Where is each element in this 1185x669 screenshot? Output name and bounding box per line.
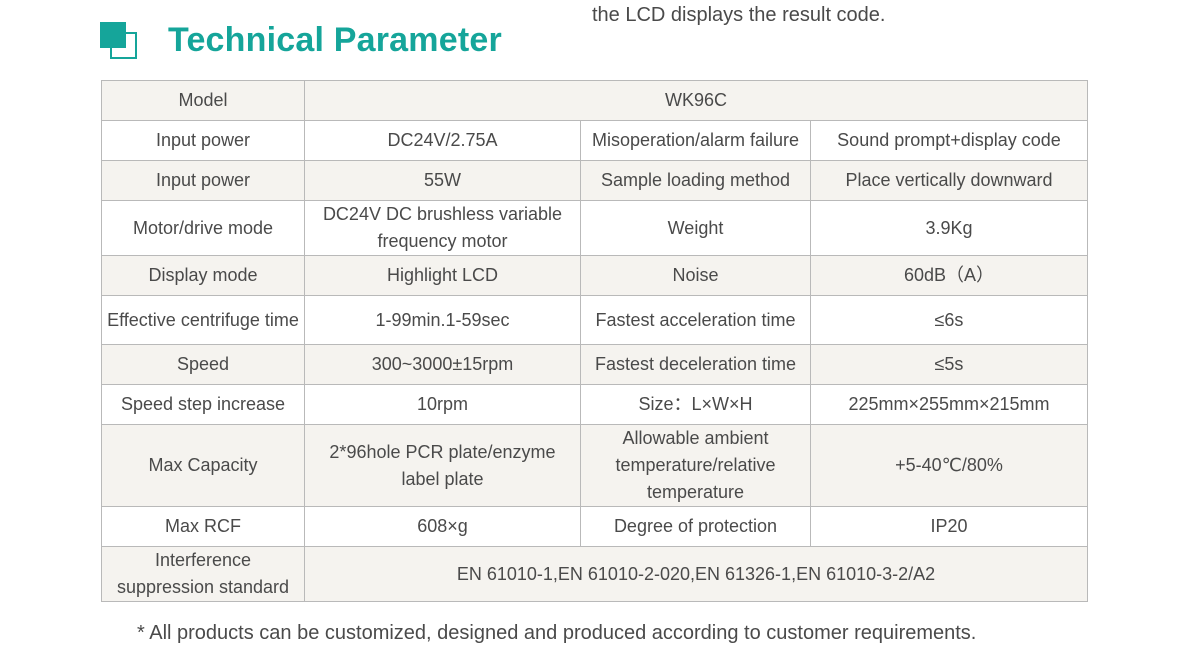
- table-cell: Input power: [101, 120, 305, 161]
- table-row: Max RCF 608×g Degree of protection IP20: [101, 506, 1088, 547]
- table-row: Speed 300~3000±15rpm Fastest deceleratio…: [101, 344, 1088, 385]
- section-squares-icon: [100, 22, 137, 59]
- table-cell: Highlight LCD: [304, 255, 581, 296]
- table-cell: IP20: [810, 506, 1088, 547]
- table-cell: DC24V DC brushless variable frequency mo…: [304, 200, 581, 256]
- table-cell: 300~3000±15rpm: [304, 344, 581, 385]
- table-cell-label: Model: [101, 80, 305, 121]
- table-cell: Degree of protection: [580, 506, 811, 547]
- table-row-model: Model WK96C: [101, 80, 1088, 121]
- table-cell: Motor/drive mode: [101, 200, 305, 256]
- table-cell: 1-99min.1-59sec: [304, 295, 581, 345]
- table-cell-value: WK96C: [304, 80, 1088, 121]
- table-cell: Allowable ambient temperature/relative t…: [580, 424, 811, 507]
- table-cell: ≤5s: [810, 344, 1088, 385]
- table-cell: Sound prompt+display code: [810, 120, 1088, 161]
- table-cell: Misoperation/alarm failure: [580, 120, 811, 161]
- table-row: Motor/drive mode DC24V DC brushless vari…: [101, 200, 1088, 256]
- table-cell: 225mm×255mm×215mm: [810, 384, 1088, 425]
- table-row: Max Capacity 2*96hole PCR plate/enzyme l…: [101, 424, 1088, 507]
- table-row: Effective centrifuge time 1-99min.1-59se…: [101, 295, 1088, 345]
- table-cell: Effective centrifuge time: [101, 295, 305, 345]
- table-cell: Weight: [580, 200, 811, 256]
- table-cell: +5-40℃/80%: [810, 424, 1088, 507]
- table-cell: Display mode: [101, 255, 305, 296]
- table-cell: 2*96hole PCR plate/enzyme label plate: [304, 424, 581, 507]
- table-cell-value: EN 61010-1,EN 61010-2-020,EN 61326-1,EN …: [304, 546, 1088, 602]
- table-cell: 10rpm: [304, 384, 581, 425]
- technical-parameter-table: Model WK96C Input power DC24V/2.75A Miso…: [101, 80, 1088, 602]
- table-cell: Max RCF: [101, 506, 305, 547]
- table-cell: ≤6s: [810, 295, 1088, 345]
- table-cell: 55W: [304, 160, 581, 201]
- table-cell: Speed: [101, 344, 305, 385]
- table-cell-label: Interference suppression standard: [101, 546, 305, 602]
- table-row: Input power 55W Sample loading method Pl…: [101, 160, 1088, 201]
- table-cell: Fastest acceleration time: [580, 295, 811, 345]
- table-row: Speed step increase 10rpm Size：L×W×H 225…: [101, 384, 1088, 425]
- table-cell: Noise: [580, 255, 811, 296]
- table-cell: Max Capacity: [101, 424, 305, 507]
- table-row: Display mode Highlight LCD Noise 60dB（A）: [101, 255, 1088, 296]
- table-cell: 608×g: [304, 506, 581, 547]
- table-cell: Place vertically downward: [810, 160, 1088, 201]
- table-row-standard: Interference suppression standard EN 610…: [101, 546, 1088, 602]
- top-note-text: the LCD displays the result code.: [592, 4, 886, 26]
- table-cell: 3.9Kg: [810, 200, 1088, 256]
- table-cell: Fastest deceleration time: [580, 344, 811, 385]
- table-cell: 60dB（A）: [810, 255, 1088, 296]
- section-header: Technical Parameter: [100, 18, 502, 62]
- table-cell: Input power: [101, 160, 305, 201]
- table-cell: Speed step increase: [101, 384, 305, 425]
- table-cell: Size：L×W×H: [580, 384, 811, 425]
- footnote-text: * All products can be customized, design…: [137, 622, 977, 644]
- table-cell: DC24V/2.75A: [304, 120, 581, 161]
- section-title: Technical Parameter: [168, 20, 502, 59]
- table-cell: Sample loading method: [580, 160, 811, 201]
- table-row: Input power DC24V/2.75A Misoperation/ala…: [101, 120, 1088, 161]
